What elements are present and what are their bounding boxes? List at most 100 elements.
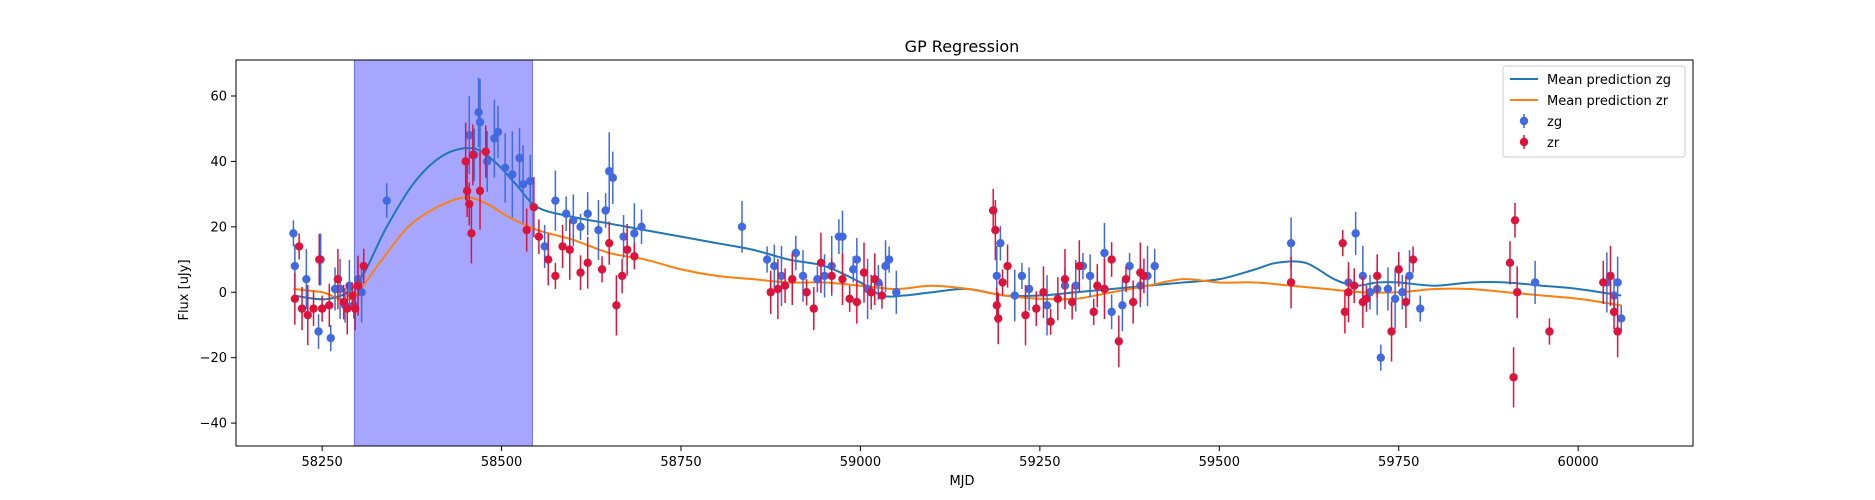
data-point: [881, 261, 890, 271]
data-point: [353, 281, 363, 290]
data-point: [992, 271, 1001, 281]
data-point: [1609, 307, 1619, 317]
legend-label: zg: [1547, 115, 1562, 130]
data-point: [630, 252, 639, 261]
data-point: [1121, 274, 1131, 284]
data-point: [630, 229, 639, 238]
legend-marker: [1519, 137, 1529, 147]
x-tick-label: 60000: [1557, 455, 1598, 470]
data-point: [998, 278, 1007, 287]
data-point: [802, 288, 811, 297]
data-point: [770, 261, 779, 271]
data-point: [1365, 288, 1375, 297]
data-point: [576, 222, 585, 232]
data-point: [605, 238, 614, 248]
legend-label: Mean prediction zr: [1547, 94, 1669, 109]
data-point: [1372, 271, 1382, 281]
data-point: [1351, 229, 1360, 238]
data-point: [468, 150, 478, 160]
x-tick-label: 59000: [840, 455, 881, 470]
data-point: [1340, 307, 1350, 317]
data-point: [540, 242, 549, 251]
data-point: [534, 232, 544, 241]
data-point: [1505, 258, 1515, 268]
data-point: [522, 225, 531, 235]
data-point: [309, 304, 318, 313]
data-point: [583, 209, 592, 218]
data-point: [500, 163, 510, 173]
data-point: [766, 288, 775, 297]
data-point: [339, 297, 348, 307]
data-point: [773, 284, 783, 294]
series-zr: [290, 122, 1622, 408]
data-point: [1358, 271, 1368, 281]
legend: Mean prediction zg Mean prediction zr zg…: [1502, 65, 1686, 158]
axis-ticks: 58250 58500 58750 59000 59250 59500 59750 60000…: [200, 89, 1599, 470]
data-point: [483, 157, 492, 166]
data-point: [294, 242, 304, 251]
data-point: [1071, 281, 1080, 290]
data-point: [1024, 284, 1034, 294]
data-point: [1107, 307, 1116, 317]
data-point: [992, 301, 1001, 310]
data-point: [827, 271, 836, 281]
data-point: [809, 304, 818, 313]
data-point: [558, 242, 567, 251]
data-point: [762, 255, 772, 264]
data-point: [544, 255, 553, 264]
data-point: [475, 117, 485, 127]
data-point: [1107, 255, 1116, 264]
data-point: [1032, 304, 1041, 313]
x-tick-label: 58250: [301, 455, 342, 470]
data-point: [1545, 327, 1554, 336]
data-point: [508, 170, 517, 179]
data-point: [777, 271, 786, 281]
data-point: [1350, 281, 1359, 290]
data-point: [303, 310, 312, 320]
y-tick-label: −20: [200, 351, 227, 366]
data-point: [1017, 271, 1027, 281]
data-points: [289, 77, 1626, 408]
data-point: [1089, 307, 1098, 317]
data-point: [1039, 288, 1048, 297]
data-point: [290, 261, 300, 271]
data-point: [870, 274, 879, 284]
data-point: [816, 258, 826, 268]
data-point: [1046, 317, 1055, 326]
data-point: [1416, 304, 1425, 313]
data-point: [551, 271, 560, 281]
data-point: [996, 238, 1005, 248]
data-point: [601, 206, 610, 215]
data-point: [1286, 238, 1296, 248]
legend-box: [1502, 65, 1686, 158]
data-point: [1093, 281, 1102, 290]
series-zg: [289, 77, 1626, 371]
x-tick-label: 59750: [1378, 455, 1419, 470]
data-point: [1387, 327, 1396, 336]
data-point: [838, 232, 847, 241]
data-point: [1128, 297, 1138, 307]
data-point: [290, 294, 300, 303]
data-point: [852, 255, 862, 264]
data-point: [1100, 248, 1109, 258]
x-tick-label: 58750: [660, 455, 701, 470]
data-point: [289, 229, 298, 238]
data-point: [622, 245, 632, 254]
data-point: [333, 274, 343, 284]
data-point: [583, 258, 592, 268]
x-tick-label: 58500: [481, 455, 522, 470]
data-point: [569, 216, 578, 225]
data-point: [1394, 265, 1403, 274]
data-point: [617, 271, 627, 281]
data-point: [1125, 261, 1134, 271]
data-point: [991, 225, 1000, 235]
data-point: [1150, 261, 1159, 271]
legend-swatch-point: [1519, 135, 1529, 149]
y-tick-label: 40: [210, 155, 227, 170]
data-point: [608, 173, 618, 182]
data-point: [1376, 353, 1385, 362]
data-point: [348, 291, 357, 300]
data-point: [467, 229, 476, 238]
mean-prediction-line: [293, 196, 1622, 307]
